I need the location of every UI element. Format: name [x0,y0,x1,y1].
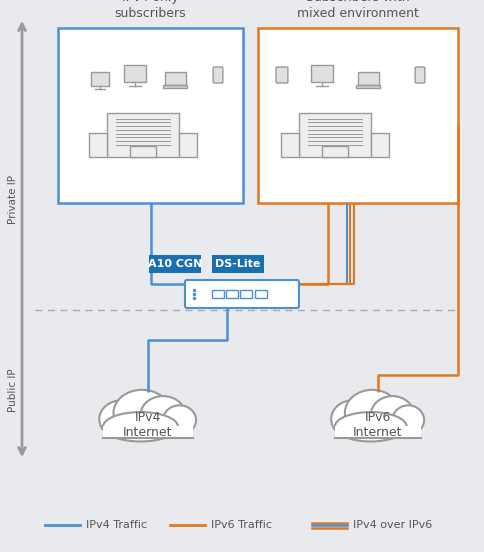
Ellipse shape [103,412,178,442]
FancyBboxPatch shape [185,280,299,308]
FancyBboxPatch shape [276,67,288,83]
FancyBboxPatch shape [258,28,458,203]
FancyBboxPatch shape [163,85,187,88]
FancyBboxPatch shape [130,146,156,157]
FancyBboxPatch shape [241,290,252,298]
Text: IPv6
Internet: IPv6 Internet [353,411,403,439]
Text: Public IP: Public IP [8,368,18,412]
FancyBboxPatch shape [107,113,179,157]
FancyBboxPatch shape [255,290,267,298]
Ellipse shape [345,390,400,436]
Text: IPv4 Traffic: IPv4 Traffic [86,520,147,530]
Ellipse shape [331,400,375,438]
FancyBboxPatch shape [415,67,425,83]
Ellipse shape [163,405,196,435]
Text: Private IP: Private IP [8,176,18,225]
FancyBboxPatch shape [299,113,371,157]
Text: IPv4
Internet: IPv4 Internet [123,411,173,439]
FancyBboxPatch shape [335,426,421,438]
FancyBboxPatch shape [149,255,201,273]
FancyBboxPatch shape [212,290,224,298]
FancyBboxPatch shape [212,255,264,273]
FancyBboxPatch shape [124,65,146,82]
Text: A10 CGN: A10 CGN [148,259,202,269]
FancyBboxPatch shape [91,72,109,86]
FancyBboxPatch shape [311,65,333,82]
Ellipse shape [335,412,407,442]
FancyBboxPatch shape [358,72,378,85]
FancyBboxPatch shape [179,133,197,157]
Text: IPv6 Traffic: IPv6 Traffic [211,520,272,530]
Ellipse shape [371,396,414,434]
FancyBboxPatch shape [371,133,389,157]
FancyBboxPatch shape [281,133,299,157]
Ellipse shape [99,400,144,438]
Ellipse shape [140,396,185,434]
Text: IPv4 only
subscribers: IPv4 only subscribers [115,0,186,20]
Text: DS-Lite: DS-Lite [215,259,261,269]
Ellipse shape [114,390,170,436]
Text: IPv4 over IPv6: IPv4 over IPv6 [353,520,432,530]
FancyBboxPatch shape [89,133,107,157]
Ellipse shape [393,405,424,435]
FancyBboxPatch shape [213,67,223,83]
FancyBboxPatch shape [103,426,193,438]
Text: Subscribers with
mixed environment: Subscribers with mixed environment [297,0,419,20]
FancyBboxPatch shape [58,28,243,203]
FancyBboxPatch shape [356,85,380,88]
FancyBboxPatch shape [165,72,185,85]
FancyBboxPatch shape [226,290,238,298]
FancyBboxPatch shape [322,146,348,157]
